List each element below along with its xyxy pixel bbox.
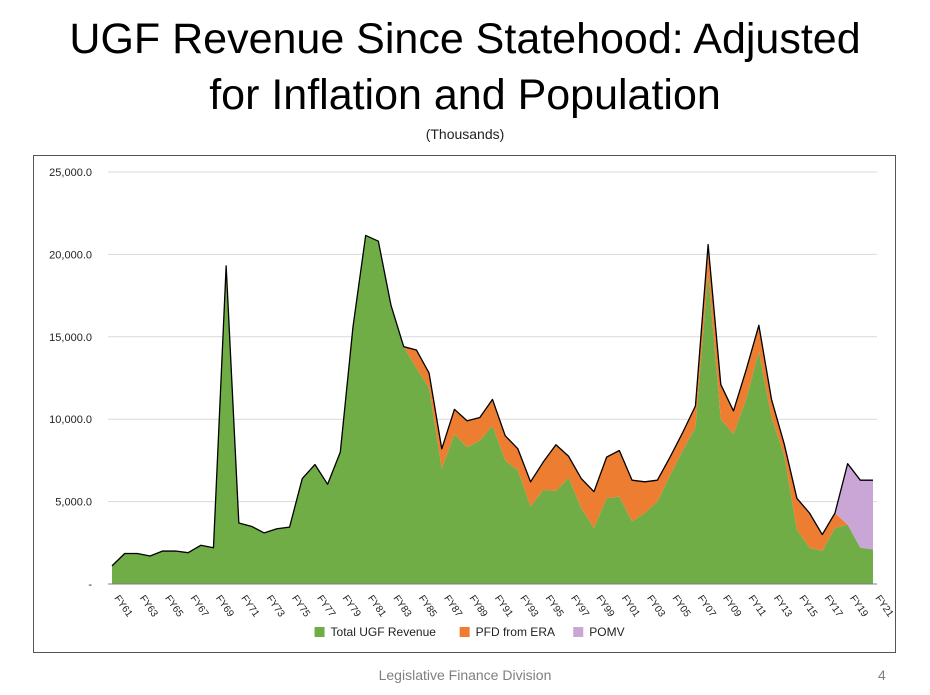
footer-text: Legislative Finance Division [378, 667, 552, 683]
x-tick-label: FY71 [238, 593, 261, 619]
x-tick-label: FY81 [365, 593, 388, 619]
x-tick-label: FY79 [340, 593, 363, 619]
x-tick-label: FY61 [112, 593, 135, 619]
x-tick-label: FY83 [391, 593, 414, 619]
x-tick-label: FY11 [746, 593, 769, 619]
legend-label-0: Total UGF Revenue [331, 625, 437, 639]
x-tick-label: FY69 [213, 593, 236, 619]
x-tick-label: FY19 [847, 593, 870, 619]
chart-frame: - 5,000.0 10,000.0 15,000.0 20,000.0 25,000.0… [33, 155, 896, 653]
y-tick-label: 10,000.0 [49, 414, 92, 426]
x-tick-label: FY89 [467, 593, 490, 619]
x-tick-label: FY13 [771, 593, 794, 619]
x-tick-label: FY09 [720, 593, 743, 619]
legend-swatch-1 [459, 627, 470, 637]
x-tick-label: FY75 [289, 593, 312, 619]
legend-label-1: PFD from ERA [476, 625, 555, 639]
x-tick-label: FY95 [543, 593, 566, 619]
legend-label-2: POMV [589, 625, 624, 639]
x-tick-label: FY85 [416, 593, 439, 619]
x-tick-label: FY15 [796, 593, 819, 619]
area-chart: - 5,000.0 10,000.0 15,000.0 20,000.0 25,000.0… [49, 167, 895, 639]
y-tick-label: 25,000.0 [49, 167, 92, 179]
x-tick-label: FY73 [264, 593, 287, 619]
x-tick-label: FY05 [670, 593, 693, 619]
chart-title-line1: UGF Revenue Since Statehood: Adjusted [69, 15, 861, 63]
x-tick-label: FY91 [492, 593, 515, 619]
x-tick-label: FY67 [188, 593, 211, 619]
y-tick-label: - [88, 579, 92, 591]
chart-title-line2: for Inflation and Population [209, 71, 721, 119]
x-tick-label: FY93 [517, 593, 540, 619]
x-tick-label: FY65 [162, 593, 185, 619]
x-tick-label: FY07 [695, 593, 718, 619]
x-tick-label: FY87 [441, 593, 464, 619]
chart-subtitle: (Thousands) [425, 126, 505, 142]
y-tick-label: 15,000.0 [49, 332, 92, 344]
area-outline [111, 234, 873, 567]
x-tick-label: FY99 [594, 593, 617, 619]
x-tick-label: FY63 [137, 593, 160, 619]
x-tick-label: FY77 [314, 593, 337, 619]
x-tick-label: FY97 [568, 593, 591, 619]
y-tick-label: 20,000.0 [49, 249, 92, 261]
x-tick-label: FY17 [822, 593, 845, 619]
x-tick-label: FY21 [873, 593, 895, 619]
x-tick-label: FY01 [619, 593, 642, 619]
x-tick-label: FY03 [644, 593, 667, 619]
y-tick-label: 5,000.0 [55, 497, 92, 509]
area-series-0 [112, 235, 873, 584]
page-number: 4 [878, 667, 886, 683]
legend-swatch-0 [314, 627, 325, 637]
legend-swatch-2 [573, 627, 584, 637]
